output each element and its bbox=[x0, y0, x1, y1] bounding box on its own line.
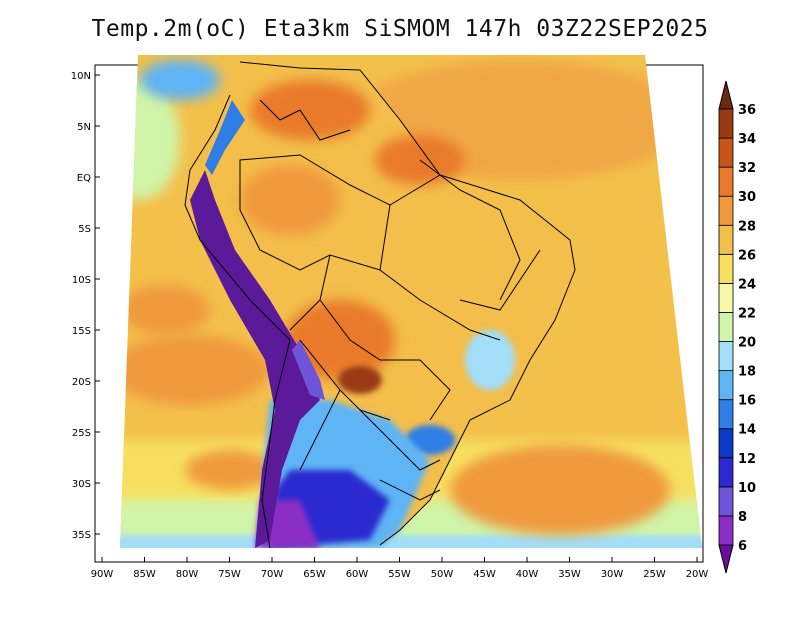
colorbar-segment bbox=[718, 224, 734, 255]
x-axis-ticks: 90W 85W 80W 75W 70W 65W 60W 55W 50W 45W 40W 35W 30W 2… bbox=[91, 557, 709, 580]
colorbar-segment bbox=[718, 108, 734, 139]
colorbar-label: 14 bbox=[738, 423, 756, 438]
x-tick-label: 80W bbox=[176, 569, 199, 580]
colorbar-label: 36 bbox=[738, 103, 756, 118]
x-tick-label: 85W bbox=[133, 569, 156, 580]
colorbar-bottom-arrow bbox=[718, 544, 734, 574]
x-tick-label: 90W bbox=[91, 569, 114, 580]
x-tick-label: 70W bbox=[261, 569, 284, 580]
y-tick-label: EQ bbox=[77, 173, 91, 184]
y-tick-label: 10S bbox=[72, 275, 91, 286]
colorbar-segment bbox=[718, 515, 734, 546]
temperature-field bbox=[120, 55, 702, 548]
x-tick-label: 60W bbox=[346, 569, 369, 580]
chart-title: Temp.2m(oC) Eta3km SiSMOM 147h 03Z22SEP2… bbox=[91, 16, 709, 42]
colorbar-segment bbox=[718, 428, 734, 459]
y-tick-label: 20S bbox=[72, 377, 91, 388]
colorbar-segment bbox=[718, 137, 734, 168]
y-tick-label: 35S bbox=[72, 530, 91, 541]
x-tick-label: 65W bbox=[303, 569, 326, 580]
y-tick-label: 10N bbox=[71, 71, 91, 82]
country-borders bbox=[184, 61, 576, 549]
y-tick-label: 5S bbox=[78, 224, 91, 235]
colorbar-segment bbox=[718, 370, 734, 401]
colorbar-top-arrow bbox=[718, 80, 734, 110]
colorbar-label: 28 bbox=[738, 219, 756, 234]
x-tick-label: 50W bbox=[431, 569, 454, 580]
x-tick-label: 40W bbox=[516, 569, 539, 580]
colorbar-label: 26 bbox=[738, 248, 756, 263]
y-axis-ticks: 10N 5N EQ 5S 10S 15S 20S 25S 30S 35S bbox=[71, 71, 100, 541]
colorbar: 6 8 10 12 14 16 18 20 22 24 26 28 30 32 34 36 bbox=[718, 80, 756, 574]
colorbar-label: 10 bbox=[738, 481, 756, 496]
colorbar-label: 18 bbox=[738, 365, 756, 380]
colorbar-label: 16 bbox=[738, 394, 756, 409]
y-tick-label: 15S bbox=[72, 326, 91, 337]
colorbar-segment bbox=[718, 312, 734, 342]
colorbar-label: 6 bbox=[738, 539, 747, 554]
colorbar-label: 22 bbox=[738, 306, 756, 321]
colorbar-label: 24 bbox=[738, 277, 756, 292]
andes-cold-band bbox=[190, 170, 320, 548]
x-tick-label: 30W bbox=[601, 569, 624, 580]
colorbar-label: 34 bbox=[738, 132, 756, 147]
y-tick-label: 5N bbox=[77, 122, 91, 133]
y-tick-label: 30S bbox=[72, 479, 91, 490]
colorbar-label: 8 bbox=[738, 510, 747, 525]
colorbar-label: 32 bbox=[738, 161, 756, 176]
colorbar-segment bbox=[718, 399, 734, 430]
colorbar-segment bbox=[718, 282, 734, 313]
x-tick-label: 25W bbox=[643, 569, 666, 580]
x-tick-label: 55W bbox=[388, 569, 411, 580]
colorbar-segment bbox=[718, 253, 734, 284]
x-tick-label: 75W bbox=[218, 569, 241, 580]
colorbar-segment bbox=[718, 486, 734, 517]
x-tick-label: 35W bbox=[558, 569, 581, 580]
colorbar-segment bbox=[718, 457, 734, 488]
colorbar-segment bbox=[718, 341, 734, 371]
x-tick-label: 20W bbox=[686, 569, 709, 580]
y-tick-label: 25S bbox=[72, 428, 91, 439]
colorbar-segment bbox=[718, 195, 734, 226]
colorbar-label: 30 bbox=[738, 190, 756, 205]
x-tick-label: 45W bbox=[473, 569, 496, 580]
colorbar-segment bbox=[718, 166, 734, 197]
colorbar-label: 12 bbox=[738, 452, 756, 467]
colorbar-label: 20 bbox=[738, 336, 756, 351]
